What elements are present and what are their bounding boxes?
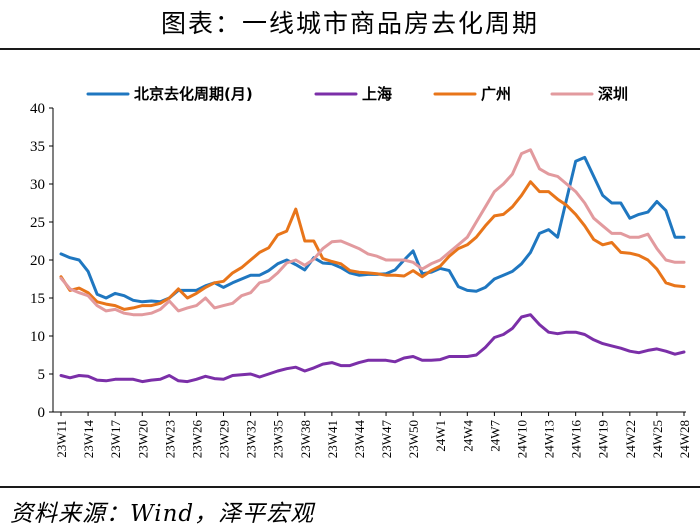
y-tick-labels: 0 5 10 15 20 25 30 35 40 xyxy=(30,101,45,421)
x-tick-label: 24W1 xyxy=(433,420,448,452)
y-tick-label: 35 xyxy=(30,139,45,155)
bottom-rule xyxy=(0,486,700,488)
x-tick-label: 24W25 xyxy=(650,420,665,458)
series-line xyxy=(59,148,686,317)
x-tick-label: 24W28 xyxy=(677,420,692,458)
x-tick-labels: 23W11 23W14 23W17 23W20 23W23 23W26 23W29 23W32… xyxy=(54,420,692,459)
legend: 北京去化周期(月) 上海 广州 深圳 xyxy=(86,85,628,103)
y-tick-label: 15 xyxy=(30,291,45,307)
y-tick-label: 30 xyxy=(30,177,45,193)
x-tick-label: 23W38 xyxy=(298,420,313,458)
x-tick-label: 23W41 xyxy=(325,420,340,458)
x-tick-label: 23W29 xyxy=(217,420,232,458)
series-line xyxy=(59,180,686,311)
x-tick-label: 24W22 xyxy=(623,420,638,458)
x-tick-label: 24W16 xyxy=(569,420,584,459)
x-tick-label: 24W10 xyxy=(514,420,529,458)
x-tick-label: 23W47 xyxy=(379,420,394,459)
x-tick-label: 23W26 xyxy=(189,420,204,459)
top-rule xyxy=(0,48,700,50)
x-tick-label: 23W20 xyxy=(135,420,150,458)
x-tick-label: 23W14 xyxy=(81,420,96,459)
y-tick-label: 5 xyxy=(38,367,46,383)
legend-label: 上海 xyxy=(362,85,392,103)
x-tick-label: 23W35 xyxy=(271,420,286,458)
y-tick-label: 25 xyxy=(30,215,45,231)
series-lines xyxy=(59,148,686,384)
x-tick-label: 23W50 xyxy=(406,420,421,458)
y-tick-label: 20 xyxy=(30,253,45,269)
chart-title: 图表：一线城市商品房去化周期 xyxy=(160,9,539,38)
axes xyxy=(49,107,686,416)
x-tick-label: 23W32 xyxy=(244,420,259,458)
legend-label: 广州 xyxy=(481,85,511,103)
y-tick-label: 10 xyxy=(30,329,45,345)
x-tick-label: 23W44 xyxy=(352,420,367,459)
x-tick-label: 23W23 xyxy=(162,420,177,458)
x-tick-label: 24W4 xyxy=(460,420,475,452)
x-tick-label: 23W11 xyxy=(54,420,69,458)
x-tick-label: 24W7 xyxy=(487,420,502,452)
source-note: 资料来源：Wind，泽平宏观 xyxy=(10,501,315,527)
y-tick-label: 0 xyxy=(38,405,46,421)
x-tick-label: 23W17 xyxy=(108,420,123,459)
series-line xyxy=(59,313,686,384)
y-tick-label: 40 xyxy=(30,101,45,117)
series-line xyxy=(59,155,686,304)
legend-label: 深圳 xyxy=(598,85,628,103)
legend-label: 北京去化周期(月) xyxy=(134,85,253,103)
x-tick-label: 24W13 xyxy=(542,420,557,458)
x-tick-label: 24W19 xyxy=(596,420,611,458)
